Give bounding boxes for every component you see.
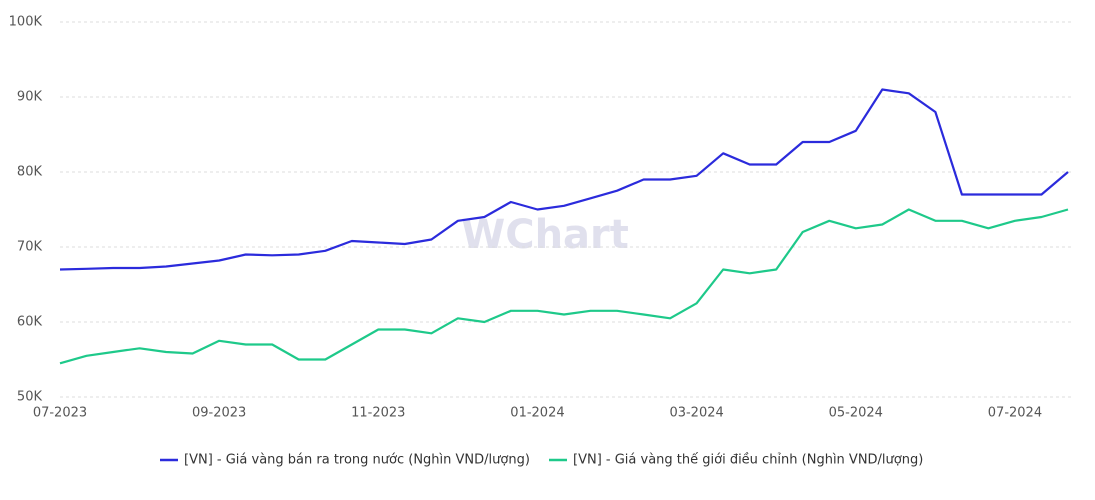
series-line <box>59 208 1069 365</box>
x-tick-label: 07-2024 <box>988 406 1042 421</box>
x-tick-label: 03-2024 <box>669 406 723 421</box>
y-tick-label: 70K <box>17 240 43 255</box>
series-line <box>59 88 1069 271</box>
y-tick-label: 100K <box>9 15 43 30</box>
y-tick-label: 60K <box>17 315 43 330</box>
y-tick-label: 90K <box>17 90 43 105</box>
legend-label: [VN] - Giá vàng thế giới điều chỉnh (Ngh… <box>573 453 923 468</box>
y-tick-label: 50K <box>17 390 43 405</box>
y-tick-label: 80K <box>17 165 43 180</box>
legend-label: [VN] - Giá vàng bán ra trong nước (Nghìn… <box>184 453 530 468</box>
x-tick-label: 09-2023 <box>192 406 246 421</box>
x-tick-label: 11-2023 <box>351 406 405 421</box>
watermark: WChart <box>461 212 629 258</box>
x-tick-label: 01-2024 <box>510 406 564 421</box>
x-tick-label: 07-2023 <box>33 406 87 421</box>
x-tick-label: 05-2024 <box>829 406 883 421</box>
